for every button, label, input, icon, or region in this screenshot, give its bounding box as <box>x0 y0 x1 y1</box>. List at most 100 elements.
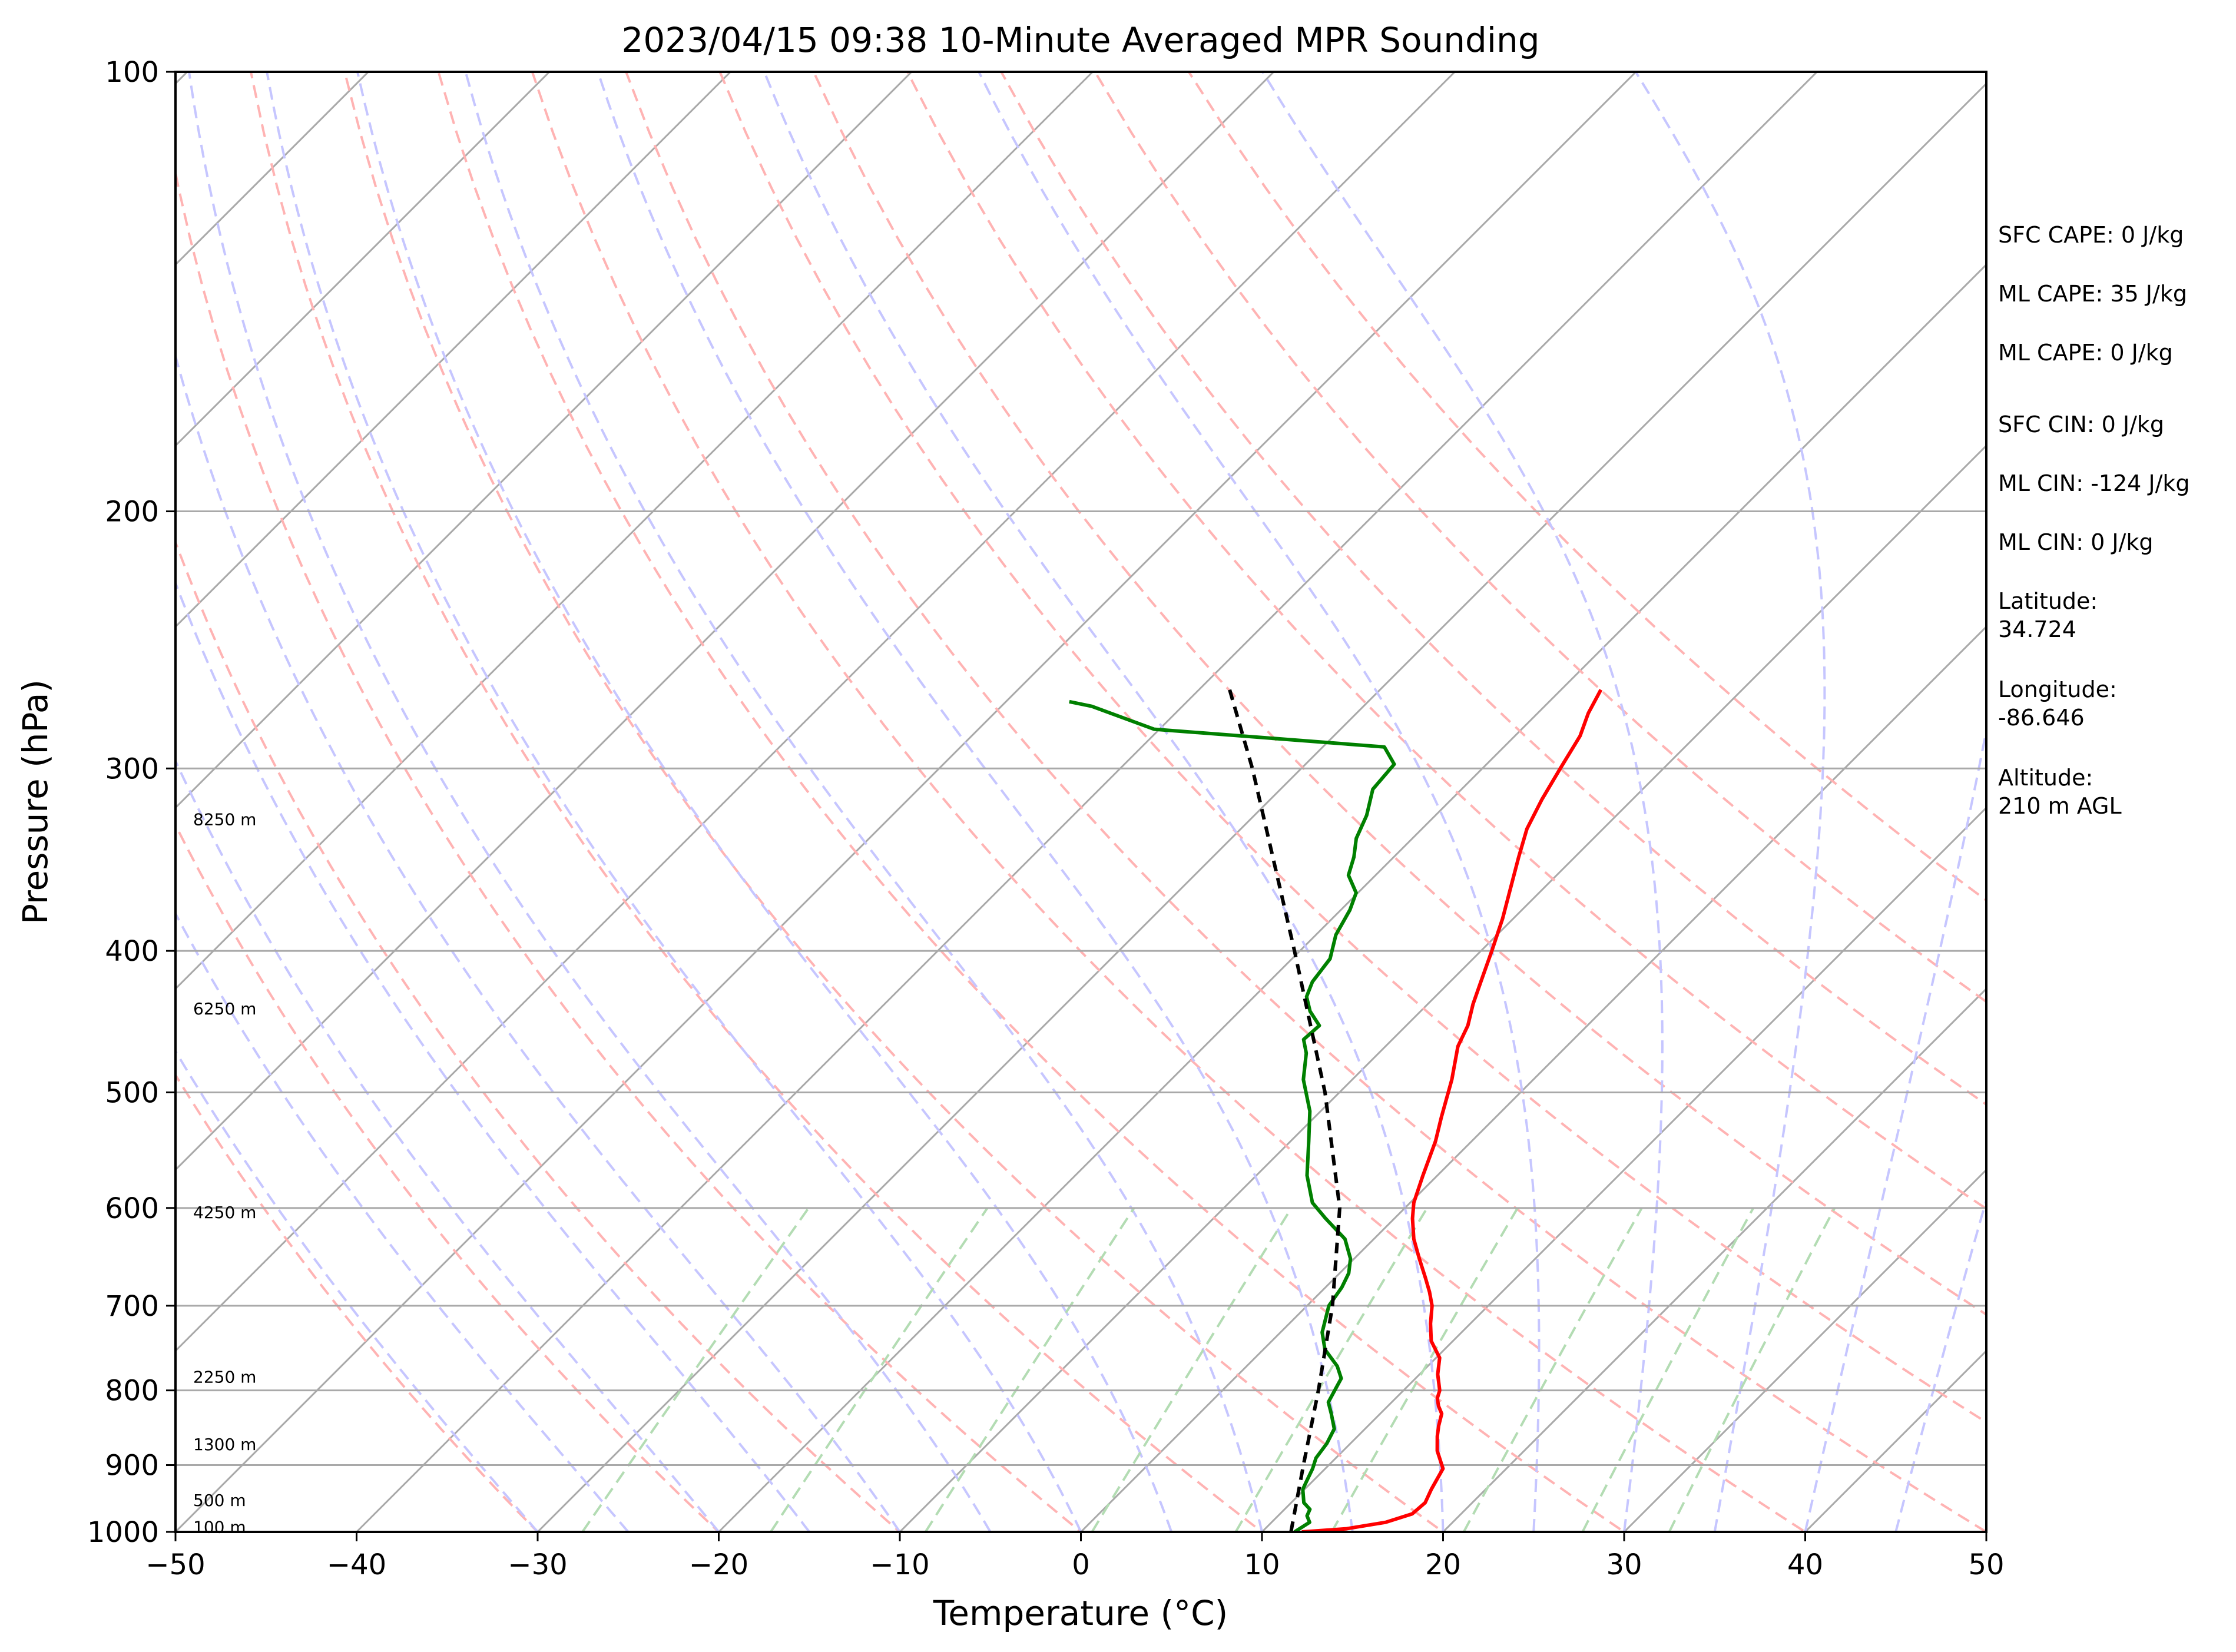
stat-entry: Altitude: 210 m AGL <box>1998 765 2122 819</box>
moist-adiabat-line <box>188 72 992 1532</box>
stat-entry: SFC CAPE: 0 J/kg <box>1998 222 2184 248</box>
stat-line: Longitude: <box>1998 676 2117 702</box>
isotherm-line <box>1623 1168 1986 1532</box>
moist-adiabat-line <box>175 911 630 1532</box>
stat-line: SFC CAPE: 0 J/kg <box>1998 222 2184 248</box>
x-tick-label: 50 <box>1968 1548 2004 1581</box>
isotherm-line <box>899 444 1986 1532</box>
height-label: 100 m <box>193 1517 246 1537</box>
height-label: 500 m <box>193 1491 246 1510</box>
x-ticks: −50 −40 −30 −20 −10 0 10 20 30 40 50 <box>145 1532 2005 1581</box>
stat-line: ML CAPE: 0 J/kg <box>1998 340 2173 366</box>
moist-adiabat-line <box>175 758 720 1532</box>
dry-adiabat-line <box>343 72 1445 1532</box>
stat-entry: Longitude: -86.646 <box>1998 676 2117 731</box>
dry-adiabat-line <box>250 72 1264 1532</box>
reference-lines <box>0 72 1986 1532</box>
height-label: 8250 m <box>193 810 256 829</box>
y-tick-label: 400 <box>105 935 159 968</box>
isotherm-line <box>175 72 731 628</box>
dry-adiabat-line <box>1188 72 1986 902</box>
stat-entry: ML CAPE: 35 J/kg <box>1998 281 2187 307</box>
height-label: 2250 m <box>193 1368 256 1387</box>
x-tick-label: 40 <box>1787 1548 1823 1581</box>
y-tick-label: 800 <box>105 1375 159 1408</box>
stat-line: ML CIN: -124 J/kg <box>1998 470 2190 496</box>
x-tick-label: 20 <box>1425 1548 1461 1581</box>
isotherm-line <box>356 72 1818 1532</box>
x-tick-label: −20 <box>689 1548 748 1581</box>
stat-line: -86.646 <box>1998 705 2085 731</box>
y-tick-label: 200 <box>105 496 159 529</box>
stats-panel: SFC CAPE: 0 J/kg ML CAPE: 35 J/kg ML CAPE:… <box>1998 222 2190 819</box>
isotherm-line <box>718 263 1986 1532</box>
stat-entry: Latitude: 34.724 <box>1998 588 2098 642</box>
height-labels: 100 m 500 m 1300 m 2250 m 4250 m 6250 m 8250 m <box>193 810 256 1537</box>
x-tick-label: −50 <box>145 1548 205 1581</box>
moist-adiabat-line <box>175 351 901 1532</box>
moist-adiabat-line <box>1261 72 1664 1532</box>
dry-adiabat-line <box>437 72 1627 1532</box>
x-tick-label: 30 <box>1606 1548 1642 1581</box>
isotherm-line <box>175 72 1275 1172</box>
dry-adiabat-line <box>531 72 1808 1532</box>
stat-entry: ML CIN: 0 J/kg <box>1998 529 2153 555</box>
dry-adiabat-line <box>1000 72 1986 1106</box>
stat-line: SFC CIN: 0 J/kg <box>1998 412 2164 437</box>
stat-entry: ML CAPE: 0 J/kg <box>1998 340 2173 366</box>
isotherm-line <box>175 72 1456 1352</box>
x-tick-label: −30 <box>508 1548 567 1581</box>
stat-entry: ML CIN: -124 J/kg <box>1998 470 2190 496</box>
isotherm-line <box>536 82 1986 1532</box>
stat-entry: SFC CIN: 0 J/kg <box>1998 412 2164 437</box>
isotherm-line <box>175 72 913 810</box>
dry-adiabat-line <box>175 1073 539 1532</box>
y-tick-label: 1000 <box>87 1516 159 1549</box>
y-ticks: 1000 900 800 700 600 500 400 300 200 100 <box>87 56 175 1549</box>
x-axis-title: Temperature (°C) <box>933 1593 1228 1633</box>
isotherm-line <box>1261 806 1986 1532</box>
height-label: 6250 m <box>193 999 256 1019</box>
y-tick-label: 700 <box>105 1290 159 1323</box>
y-tick-label: 300 <box>105 752 159 785</box>
isotherm-line <box>1442 987 1986 1532</box>
dry-adiabat-line <box>718 72 1986 1424</box>
plot-background <box>175 72 1986 1532</box>
parcel-line <box>1228 689 1341 1532</box>
y-tick-label: 500 <box>105 1076 159 1109</box>
moist-adiabat-line <box>266 72 1082 1532</box>
y-tick-label: 100 <box>105 56 159 89</box>
y-tick-label: 900 <box>105 1449 159 1482</box>
dry-adiabat-line <box>175 539 902 1532</box>
x-tick-label: −40 <box>327 1548 386 1581</box>
moist-adiabat-line <box>464 72 1263 1532</box>
dry-adiabat-line <box>175 167 1083 1532</box>
moist-adiabat-line <box>1894 1195 1986 1532</box>
moist-adiabat-line <box>1804 724 1986 1532</box>
stat-line: ML CIN: 0 J/kg <box>1998 529 2153 555</box>
dewpoint-line <box>1069 699 1396 1532</box>
moist-adiabat-line <box>978 72 1541 1532</box>
x-tick-label: 10 <box>1244 1548 1280 1581</box>
stat-line: Altitude: <box>1998 765 2093 791</box>
dry-adiabat-line <box>175 822 721 1532</box>
isotherm-line <box>175 72 1637 1532</box>
stat-line: ML CAPE: 35 J/kg <box>1998 281 2187 307</box>
series-group <box>1069 689 1603 1532</box>
x-tick-label: −10 <box>870 1548 929 1581</box>
isotherm-line <box>175 72 551 447</box>
gridlines <box>175 72 1986 1532</box>
y-tick-label: 600 <box>105 1192 159 1225</box>
moist-adiabat-line <box>175 1049 539 1532</box>
mixing-ratio-line <box>1668 1207 1836 1532</box>
temperature-line <box>1301 689 1603 1532</box>
isotherm-line <box>1080 625 1986 1532</box>
isotherm-line <box>175 72 1094 990</box>
isotherm-line <box>0 72 6 1532</box>
x-tick-label: 0 <box>1072 1548 1090 1581</box>
moist-adiabat-line <box>1634 72 1826 1532</box>
dry-adiabat-line <box>906 72 1986 1210</box>
dry-adiabat-line <box>812 72 1986 1316</box>
moist-adiabat-line <box>356 72 1173 1532</box>
